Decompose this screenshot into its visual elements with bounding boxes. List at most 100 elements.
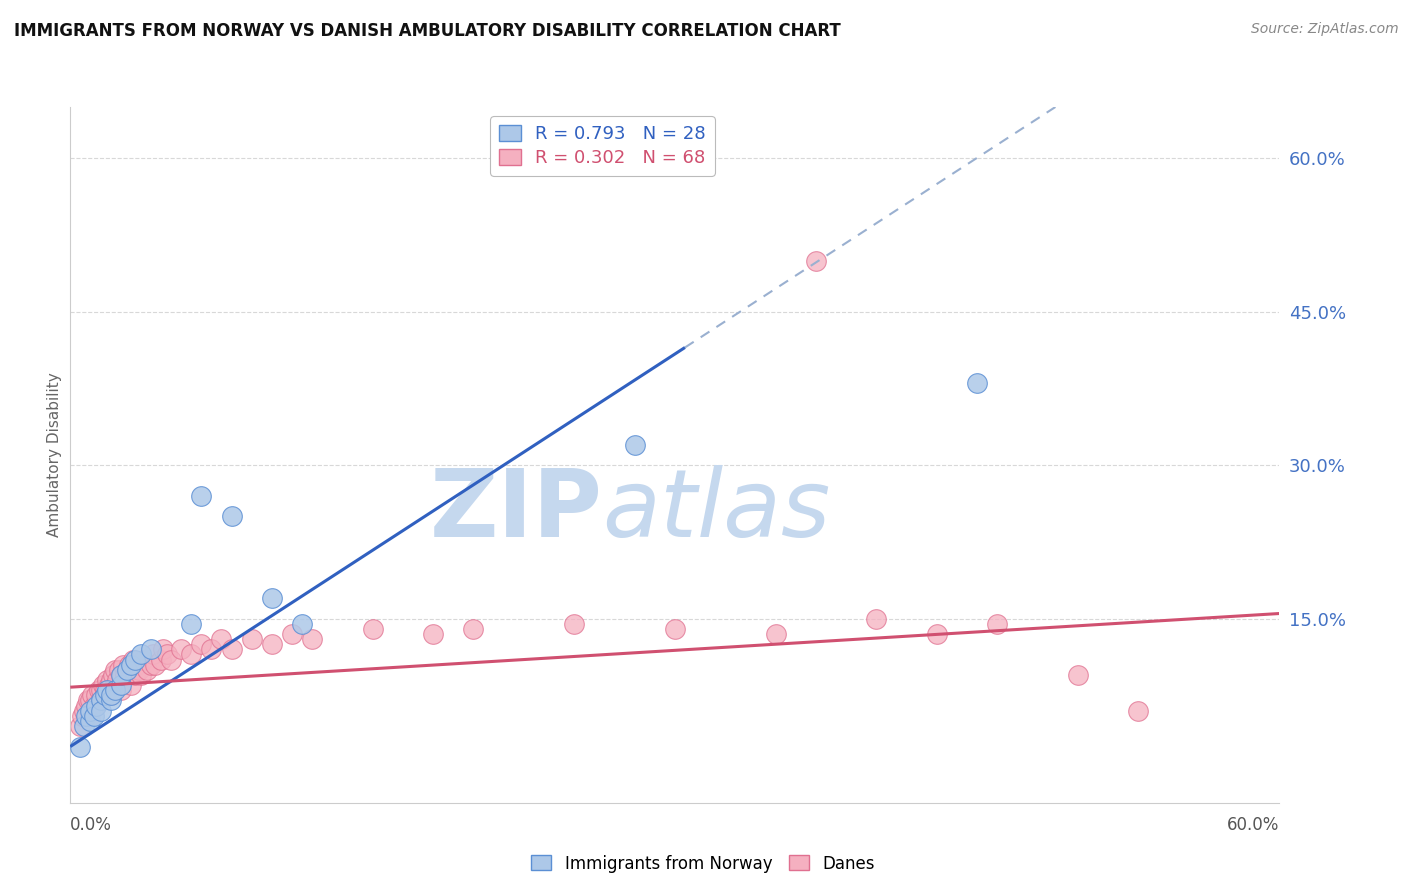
Point	[96, 673, 118, 687]
Point	[115, 663, 138, 677]
Point	[128, 663, 150, 677]
Point	[105, 673, 128, 687]
Point	[132, 652, 155, 666]
Point	[79, 693, 101, 707]
Point	[110, 668, 132, 682]
Point	[110, 683, 132, 698]
Point	[87, 683, 110, 698]
Point	[120, 657, 142, 672]
Point	[170, 642, 193, 657]
Point	[77, 693, 100, 707]
Point	[135, 663, 157, 677]
Point	[111, 657, 134, 672]
Point	[865, 612, 887, 626]
Point	[124, 668, 146, 682]
Point	[79, 714, 101, 728]
Text: Source: ZipAtlas.com: Source: ZipAtlas.com	[1251, 22, 1399, 37]
Point	[104, 683, 127, 698]
Point	[93, 689, 115, 703]
Point	[966, 376, 988, 391]
Point	[118, 657, 141, 672]
Point	[1067, 668, 1090, 682]
Point	[90, 683, 112, 698]
Point	[156, 648, 179, 662]
Point	[129, 668, 152, 682]
Point	[180, 616, 202, 631]
Point	[100, 673, 122, 687]
Point	[73, 719, 96, 733]
Legend: R = 0.793   N = 28, R = 0.302   N = 68: R = 0.793 N = 28, R = 0.302 N = 68	[489, 116, 714, 176]
Point	[69, 719, 91, 733]
Point	[260, 637, 283, 651]
Point	[291, 616, 314, 631]
Text: IMMIGRANTS FROM NORWAY VS DANISH AMBULATORY DISABILITY CORRELATION CHART: IMMIGRANTS FROM NORWAY VS DANISH AMBULAT…	[14, 22, 841, 40]
Y-axis label: Ambulatory Disability: Ambulatory Disability	[46, 373, 62, 537]
Point	[114, 668, 136, 682]
Point	[664, 622, 686, 636]
Point	[72, 708, 94, 723]
Point	[90, 693, 112, 707]
Point	[925, 627, 948, 641]
Point	[190, 637, 212, 651]
Point	[96, 683, 118, 698]
Point	[83, 698, 105, 713]
Point	[69, 739, 91, 754]
Point	[211, 632, 233, 646]
Point	[75, 708, 97, 723]
Legend: Immigrants from Norway, Danes: Immigrants from Norway, Danes	[524, 848, 882, 880]
Point	[143, 657, 166, 672]
Point	[97, 678, 120, 692]
Text: ZIP: ZIP	[429, 465, 602, 557]
Point	[129, 648, 152, 662]
Point	[110, 678, 132, 692]
Point	[160, 652, 183, 666]
Point	[804, 253, 827, 268]
Point	[93, 683, 115, 698]
Point	[79, 704, 101, 718]
Point	[142, 648, 165, 662]
Point	[221, 642, 243, 657]
Point	[104, 663, 127, 677]
Text: 0.0%: 0.0%	[70, 816, 112, 834]
Point	[90, 704, 112, 718]
Point	[240, 632, 263, 646]
Point	[79, 708, 101, 723]
Point	[422, 627, 444, 641]
Point	[152, 642, 174, 657]
Point	[190, 489, 212, 503]
Point	[281, 627, 304, 641]
Point	[986, 616, 1008, 631]
Point	[104, 678, 127, 692]
Point	[139, 657, 162, 672]
Point	[83, 708, 105, 723]
Point	[120, 678, 142, 692]
Point	[463, 622, 485, 636]
Point	[82, 689, 104, 703]
Point	[623, 438, 645, 452]
Point	[124, 652, 146, 666]
Point	[139, 642, 162, 657]
Point	[90, 693, 112, 707]
Text: atlas: atlas	[602, 465, 831, 556]
Point	[110, 668, 132, 682]
Point	[100, 693, 122, 707]
Point	[200, 642, 222, 657]
Point	[101, 668, 124, 682]
Point	[75, 698, 97, 713]
Point	[221, 509, 243, 524]
Point	[86, 689, 108, 703]
Point	[91, 678, 114, 692]
Point	[301, 632, 323, 646]
Point	[260, 591, 283, 606]
Point	[121, 652, 143, 666]
Point	[150, 652, 173, 666]
Point	[86, 698, 108, 713]
Point	[125, 657, 148, 672]
Point	[562, 616, 585, 631]
Point	[1128, 704, 1150, 718]
Point	[107, 663, 129, 677]
Point	[100, 689, 122, 703]
Point	[115, 663, 138, 677]
Point	[120, 663, 142, 677]
Point	[765, 627, 787, 641]
